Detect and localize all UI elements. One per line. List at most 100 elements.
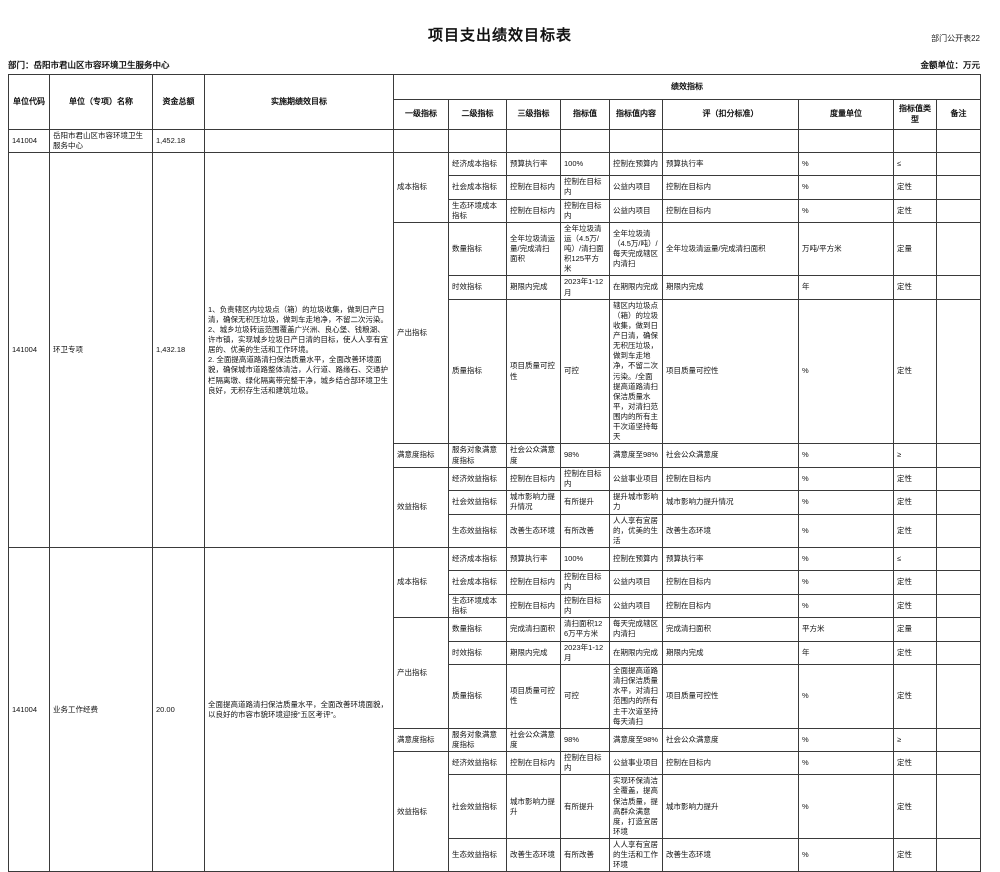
indicator-value: 控制在目标内 <box>560 466 610 491</box>
level1-indicator: 产出指标 <box>393 616 449 729</box>
measure-unit: % <box>798 727 894 753</box>
measure-unit: 年 <box>798 275 894 300</box>
indicator-value: 有所提升 <box>560 489 610 515</box>
level2-indicator: 生态环境成本指标 <box>448 593 507 618</box>
level2-indicator: 质量指标 <box>448 664 507 729</box>
evaluation-standard: 预算执行率 <box>662 152 799 177</box>
level2-indicator: 数量指标 <box>448 221 507 277</box>
level1-indicator: 满意度指标 <box>393 727 449 753</box>
indicator-row: 生态环境成本指标 控制在目标内 控制在目标内 公益内项目 控制在目标内% 定性 <box>9 198 982 223</box>
note-cell <box>935 727 982 753</box>
measure-unit: % <box>798 664 894 729</box>
indicator-value: 2023年1-12月 <box>560 640 610 666</box>
level1-indicator: 满意度指标 <box>393 443 449 468</box>
level3-indicator: 预算执行率 <box>506 152 561 177</box>
indicator-value-content: 控制在预算内 <box>609 547 663 572</box>
level3-indicator: 改善生态环境 <box>506 837 561 872</box>
value-type: 定性 <box>893 175 937 200</box>
evaluation-standard: 社会公众满意度 <box>662 727 799 753</box>
level2-indicator: 时效指标 <box>448 275 507 300</box>
measure-unit: % <box>798 489 894 515</box>
indicator-value-content: 实现环保清洁全覆盖，提高保洁质量，提高群众满意度，打造宜居环境 <box>609 774 663 839</box>
level3-indicator: 期限内完成 <box>506 640 561 666</box>
indicator-value-content: 公益事业项目 <box>609 466 663 491</box>
indicator-value-content: 公益事业项目 <box>609 750 663 776</box>
level2-indicator: 社会成本指标 <box>448 175 507 200</box>
note-cell <box>935 175 982 200</box>
header-measure-unit: 度量单位 <box>798 99 894 130</box>
level1-indicator: 成本指标 <box>393 547 449 618</box>
level2-indicator: 生态环境成本指标 <box>448 198 507 223</box>
measure-unit: 年 <box>798 640 894 666</box>
empty-cell <box>560 128 610 154</box>
indicator-row: 产出指标 数量指标 全年垃圾清运量/完成清扫面积 全年垃圾清运（4.5万/吨）/清扫面… <box>9 221 982 445</box>
level3-indicator: 改善生态环境 <box>506 513 561 549</box>
evaluation-standard: 预算执行率 <box>662 547 799 572</box>
value-type: ≥ <box>893 443 937 468</box>
evaluation-standard: 改善生态环境 <box>662 513 799 549</box>
level1-indicator: 成本指标 <box>393 152 449 223</box>
summary-code: 141004 <box>8 128 50 154</box>
measure-unit: % <box>798 198 894 223</box>
level2-indicator: 社会成本指标 <box>448 570 507 595</box>
note-cell <box>935 443 982 468</box>
project-amount: 20.00 <box>152 547 205 872</box>
header-value-content: 指标值内容 <box>609 99 663 130</box>
department-line: 部门：岳阳市君山区市容环境卫生服务中心 <box>8 60 170 70</box>
indicator-value-content: 人人享有宜居的，优美的生活 <box>609 513 663 549</box>
indicator-row: 质量指标 项目质量可控性 可控 辖区内垃圾点（箱）的垃圾收集，做到日产日清，确保无积压… <box>9 298 982 445</box>
level1-indicator: 效益指标 <box>393 466 449 549</box>
value-type: 定性 <box>893 298 937 445</box>
indicator-row: 效益指标 经济效益指标 控制在目标内 控制在目标内 公益事业项目 控制在目标内% 定性 <box>9 466 982 549</box>
level3-indicator: 控制在目标内 <box>506 198 561 223</box>
header-value-type: 指标值类型 <box>893 99 937 130</box>
indicator-row: 141004 业务工作经费 20.00 全面提高道路清扫保洁质量水平，全面改善环境面貌… <box>8 547 982 872</box>
header-eval-standard: 评（扣分标准） <box>662 99 799 130</box>
empty-cell <box>935 128 982 154</box>
summary-goal <box>204 128 394 154</box>
note-cell <box>935 837 982 872</box>
indicator-value: 有所改善 <box>560 513 610 549</box>
empty-cell <box>662 128 799 154</box>
indicator-value: 控制在目标内 <box>560 593 610 618</box>
empty-cell <box>448 128 507 154</box>
note-cell <box>935 489 982 515</box>
empty-cell <box>506 128 561 154</box>
note-cell <box>935 221 982 277</box>
value-type: 定性 <box>893 198 937 223</box>
measure-unit: % <box>798 513 894 549</box>
indicator-value-content: 公益内项目 <box>609 570 663 595</box>
level3-indicator: 控制在目标内 <box>506 175 561 200</box>
project-goal: 全面提高道路清扫保洁质量水平，全面改善环境面貌，以良好的市容市貌环境迎接“五区考… <box>204 547 394 872</box>
header-unit-name: 单位（专项）名称 <box>49 74 153 130</box>
empty-cell <box>393 128 449 154</box>
header-level3: 三级指标 <box>506 99 561 130</box>
indicator-value-content: 公益内项目 <box>609 198 663 223</box>
value-type: ≥ <box>893 727 937 753</box>
level2-indicator: 经济成本指标 <box>448 547 507 572</box>
note-cell <box>935 774 982 839</box>
note-cell <box>935 750 982 776</box>
note-cell <box>935 640 982 666</box>
summary-name: 岳阳市君山区市容环境卫生服务中心 <box>49 128 153 154</box>
indicator-value: 控制在目标内 <box>560 198 610 223</box>
level2-indicator: 生态效益指标 <box>448 837 507 872</box>
header-total-fund: 资金总额 <box>152 74 205 130</box>
table-body: 141004 岳阳市君山区市容环境卫生服务中心 1,452.18 141004 环… <box>8 128 982 872</box>
value-type: 定性 <box>893 837 937 872</box>
value-type: 定性 <box>893 750 937 776</box>
value-type: 定性 <box>893 774 937 839</box>
evaluation-standard: 控制在目标内 <box>662 198 799 223</box>
level2-indicator: 质量指标 <box>448 298 507 445</box>
indicator-value: 控制在目标内 <box>560 175 610 200</box>
level3-indicator: 控制在目标内 <box>506 593 561 618</box>
project-code: 141004 <box>8 152 50 549</box>
indicator-value-content: 公益内项目 <box>609 593 663 618</box>
indicator-value: 98% <box>560 443 610 468</box>
indicator-row: 生态效益指标 改善生态环境 有所改善 人人享有宜居的，优美的生活 改善生态环境% 定性 <box>9 513 982 549</box>
value-type: ≤ <box>893 152 937 177</box>
header-impl-goal: 实施期绩效目标 <box>204 74 394 130</box>
indicator-value: 全年垃圾清运（4.5万/吨）/清扫面积125平方米 <box>560 221 610 277</box>
evaluation-standard: 控制在目标内 <box>662 570 799 595</box>
indicator-value: 控制在目标内 <box>560 750 610 776</box>
